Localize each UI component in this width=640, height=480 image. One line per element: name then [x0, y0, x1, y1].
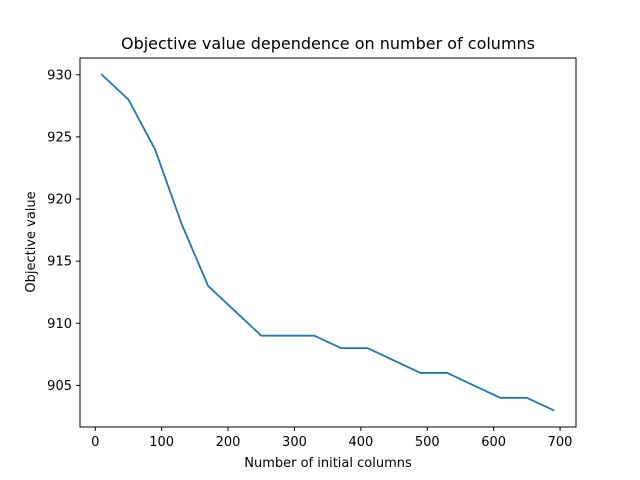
x-tick-label: 100	[149, 435, 174, 450]
series-line-0	[100, 73, 555, 412]
x-tick-label: 700	[548, 435, 573, 450]
x-tick-label: 200	[216, 435, 241, 450]
x-tick-label: 500	[415, 435, 440, 450]
y-axis-label: Objective value	[24, 191, 39, 292]
x-tick-label: 300	[282, 435, 307, 450]
x-tick-label: 0	[91, 435, 99, 450]
x-axis-label: Number of initial columns	[244, 456, 412, 471]
y-tick-label: 910	[47, 317, 72, 332]
y-tick-label: 930	[47, 68, 72, 83]
y-tick-label: 920	[47, 193, 72, 208]
x-axis: 0 100 200 300 400 500 600 700	[91, 427, 572, 450]
x-tick-label: 600	[481, 435, 506, 450]
chart-title: Objective value dependence on number of …	[121, 34, 535, 53]
y-tick-label: 925	[47, 130, 72, 145]
plot-area	[79, 57, 577, 428]
axes-frame	[79, 57, 577, 428]
y-tick-label: 905	[47, 379, 72, 394]
y-tick-label: 915	[47, 255, 72, 270]
x-tick-label: 400	[348, 435, 373, 450]
y-axis: 905 910 915 920 925 930	[47, 68, 80, 394]
